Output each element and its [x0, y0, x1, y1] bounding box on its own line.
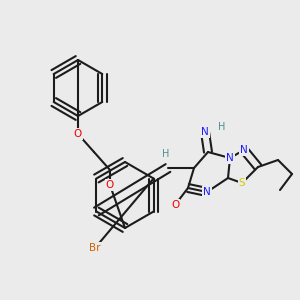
Text: N: N [201, 127, 209, 137]
Text: O: O [74, 129, 82, 139]
Text: H: H [162, 149, 170, 159]
Text: H: H [218, 122, 226, 132]
Text: N: N [226, 153, 234, 163]
Text: O: O [171, 200, 179, 210]
Text: S: S [239, 178, 245, 188]
Text: N: N [240, 145, 248, 155]
Text: Br: Br [89, 243, 101, 253]
Text: O: O [106, 180, 114, 190]
Text: N: N [203, 187, 211, 197]
